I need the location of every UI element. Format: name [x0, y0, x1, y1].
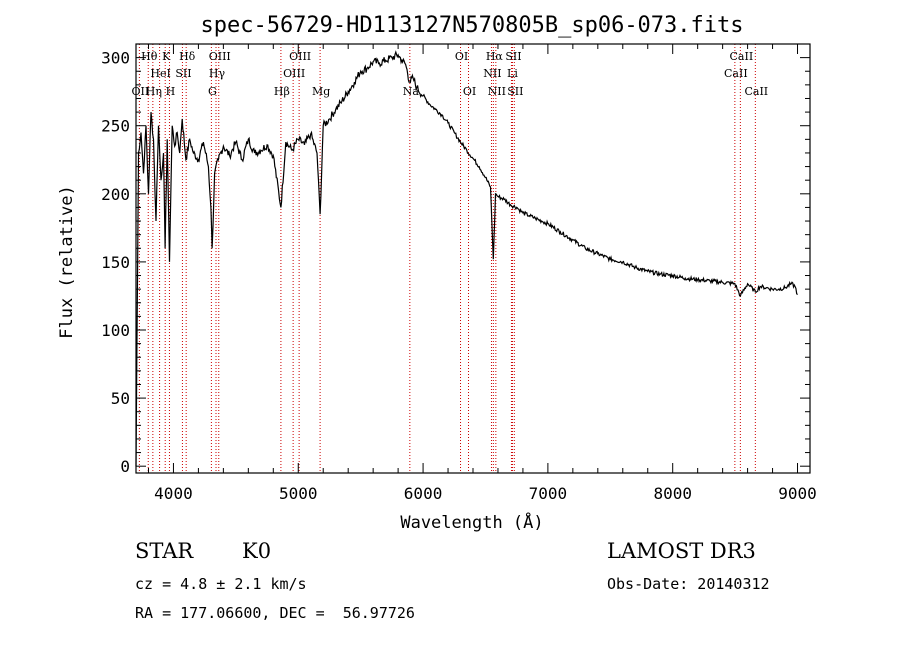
line-marker-label: Hα [486, 50, 504, 63]
line-marker-label: OIII [209, 50, 231, 63]
line-marker-label: SII [507, 85, 523, 98]
y-tick-label: 0 [120, 457, 130, 476]
line-marker-label: CaII [724, 67, 748, 80]
plot-frame [135, 43, 811, 474]
line-marker-label: K [162, 50, 171, 63]
line-marker-label: OI [455, 50, 468, 63]
line-marker-label: Hθ [141, 50, 158, 63]
spectral-subclass: K0 [242, 539, 272, 563]
line-marker-label: Na [403, 85, 420, 98]
line-marker-label: CaII [744, 85, 768, 98]
line-marker-label: NII [483, 67, 501, 80]
line-marker-label: Mg [312, 85, 330, 98]
y-tick-label: 300 [101, 49, 130, 68]
survey-name: LAMOST DR3 [607, 539, 756, 563]
line-marker-label: OIII [289, 50, 311, 63]
redshift-readout: cz = 4.8 ± 2.1 km/s [135, 575, 307, 593]
line-marker-label: H [166, 85, 176, 98]
line-marker-label: OI [463, 85, 476, 98]
line-marker-label: CaII [730, 50, 754, 63]
coordinates-readout: RA = 177.06600, DEC = 56.97726 [135, 604, 415, 622]
line-marker-label: SII [175, 67, 191, 80]
object-class: STAR [135, 539, 194, 563]
line-marker-layer [138, 44, 756, 473]
y-tick-label: 100 [101, 321, 130, 340]
x-tick-label: 4000 [154, 484, 193, 503]
line-marker-label: SII [505, 50, 521, 63]
line-marker-label: NII [488, 85, 506, 98]
y-tick-label: 150 [101, 253, 130, 272]
y-tick-label: 200 [101, 185, 130, 204]
line-marker-label: Hβ [274, 85, 290, 98]
line-marker-label: Hγ [209, 67, 226, 80]
axis-ticks: 4000 5000 6000 7000 8000 9000 0 50 100 150 200 250 3… [101, 44, 817, 503]
x-tick-label: 6000 [404, 484, 443, 503]
spectrum-series-line [135, 50, 798, 467]
line-marker-label: G [208, 85, 217, 98]
obs-date: Obs-Date: 20140312 [607, 575, 770, 593]
line-marker-label: OIII [283, 67, 305, 80]
chart-title: spec-56729-HD113127N570805B_sp06-073.fit… [200, 13, 743, 38]
y-tick-label: 250 [101, 117, 130, 136]
x-tick-label: 7000 [529, 484, 568, 503]
line-marker-label: Li [507, 67, 518, 80]
y-axis-label: Flux (relative) [57, 185, 77, 339]
x-tick-label: 9000 [778, 484, 817, 503]
line-marker-label: Hη [146, 85, 162, 98]
line-marker-label: Hδ [179, 50, 196, 63]
x-tick-label: 5000 [279, 484, 318, 503]
x-tick-label: 8000 [653, 484, 692, 503]
x-axis-label: Wavelength (Å) [400, 511, 543, 533]
line-marker-label: HeI [150, 67, 170, 80]
y-tick-label: 50 [111, 389, 130, 408]
